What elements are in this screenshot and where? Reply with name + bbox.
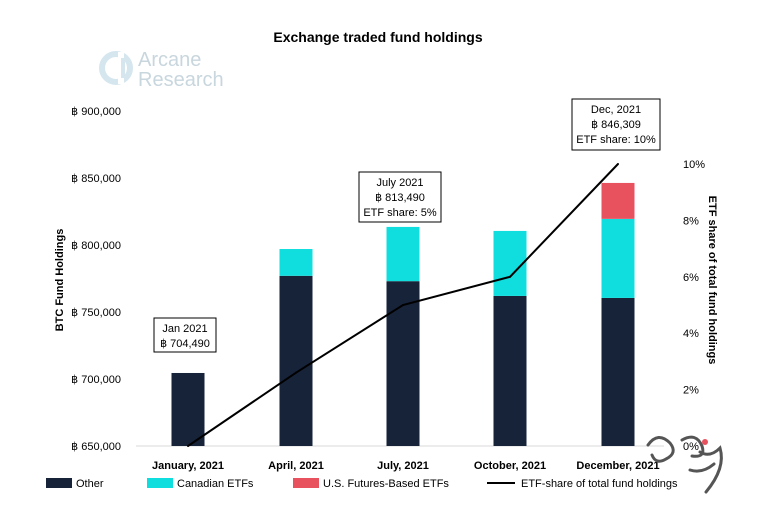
annotation-text: ETF share: 5% [363, 207, 437, 219]
logo-text-line1: Arcane [138, 49, 201, 71]
chart-title: Exchange traded fund holdings [273, 29, 482, 45]
annotation-text: ฿ 813,490 [375, 192, 425, 204]
legend-label: Canadian ETFs [177, 478, 254, 490]
legend-item: ETF-share of total fund holdings [487, 478, 678, 490]
annotation-text: ETF share: 10% [576, 134, 656, 146]
legend-label: U.S. Futures-Based ETFs [323, 478, 449, 490]
bar-canadian-etfs-2 [386, 226, 420, 282]
annotation-text: ฿ 846,309 [591, 119, 641, 131]
y-tick-label: ฿ 800,000 [71, 240, 121, 252]
annotation-text: Jan 2021 [162, 323, 207, 335]
bar-canadian-etfs-1 [279, 249, 313, 276]
x-tick-label: April, 2021 [268, 460, 324, 472]
logo: Arcane Research [99, 49, 224, 91]
bar-canadian-etfs-3 [493, 230, 527, 296]
watermark [646, 435, 723, 494]
x-tick-label: January, 2021 [152, 460, 224, 472]
annotation-4: Dec, 2021 ฿ 846,309 ETF share: 10% [571, 98, 661, 151]
legend-item: U.S. Futures-Based ETFs [293, 478, 449, 490]
annotations: Jan 2021 ฿ 704,490 July 2021 ฿ 813,490 ETF s… [153, 98, 661, 353]
bars [171, 182, 635, 446]
bar-other-0 [171, 372, 205, 446]
y2-tick-label: 4% [683, 328, 699, 340]
annotation-text: ฿ 704,490 [160, 338, 210, 350]
bar-other-4 [601, 297, 635, 446]
x-tick-label: July, 2021 [377, 460, 429, 472]
logo-text-line2: Research [138, 69, 224, 91]
legend-swatch [147, 478, 173, 488]
legend-swatch [46, 478, 72, 488]
x-tick-label: October, 2021 [474, 460, 546, 472]
annotation-2: July 2021 ฿ 813,490 ETF share: 5% [358, 171, 442, 223]
y2-tick-label: 6% [683, 272, 699, 284]
legend-label: Other [76, 478, 104, 490]
y-axis-label: BTC Fund Holdings [54, 229, 66, 332]
bar-other-3 [493, 295, 527, 446]
annotation-0: Jan 2021 ฿ 704,490 [153, 317, 217, 353]
y-tick-label: ฿ 900,000 [71, 106, 121, 118]
y2-tick-label: 0% [683, 441, 699, 453]
annotation-box [358, 171, 442, 223]
bar-other-2 [386, 281, 420, 446]
y-axis-left: ฿ 650,000 ฿ 700,000 ฿ 750,000 ฿ 800,000 ฿ 85… [71, 106, 121, 453]
legend: Other Canadian ETFs U.S. Futures-Based ETF… [46, 478, 678, 490]
y-tick-label: ฿ 650,000 [71, 441, 121, 453]
etf-share-point [295, 371, 297, 374]
etf-share-point [509, 275, 511, 278]
bar-canadian-etfs-4 [601, 218, 635, 298]
annotation-box [153, 317, 217, 353]
arcane-logo-icon [99, 51, 133, 85]
y2-tick-label: 10% [683, 159, 705, 171]
x-tick-label: December, 2021 [576, 460, 659, 472]
etf-share-point [402, 304, 404, 306]
bar-other-1 [279, 275, 313, 446]
legend-item: Canadian ETFs [147, 478, 254, 490]
y2-tick-label: 8% [683, 215, 699, 227]
annotation-text: Dec, 2021 [591, 104, 641, 116]
y2-axis-label: ETF share of total fund holdings [706, 196, 718, 365]
y2-tick-label: 2% [683, 385, 699, 397]
y-tick-label: ฿ 750,000 [71, 307, 121, 319]
x-axis: January, 2021 April, 2021 July, 2021 Octobe… [152, 460, 660, 472]
annotation-box [571, 98, 661, 151]
bar-u-s-futures-based-etfs-4 [601, 182, 635, 219]
etf-share-line [187, 163, 619, 447]
legend-label: ETF-share of total fund holdings [521, 478, 678, 490]
etf-share-point [187, 445, 189, 447]
y-tick-label: ฿ 850,000 [71, 173, 121, 185]
y-tick-label: ฿ 700,000 [71, 374, 121, 386]
etf-share-point [617, 163, 619, 165]
y-axis-right: 0% 2% 4% 6% 8% 10% [683, 159, 705, 453]
legend-swatch [293, 478, 319, 488]
legend-item: Other [46, 478, 104, 490]
annotation-text: July 2021 [376, 177, 423, 189]
